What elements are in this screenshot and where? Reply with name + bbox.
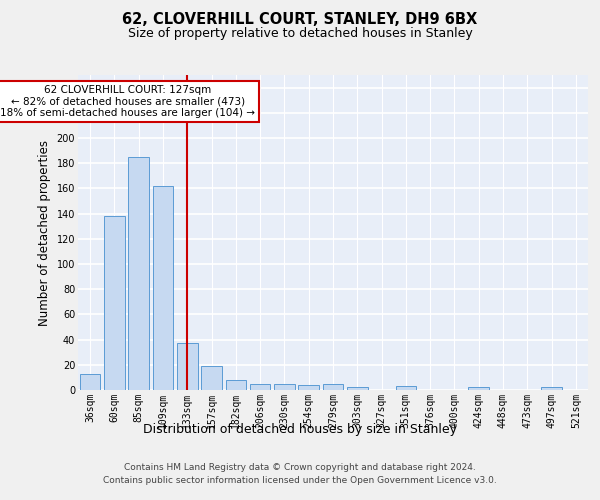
Bar [177, 344, 197, 390]
Bar [541, 388, 562, 390]
Text: Contains HM Land Registry data © Crown copyright and database right 2024.: Contains HM Land Registry data © Crown c… [124, 462, 476, 471]
Bar [152, 186, 173, 390]
Bar [80, 374, 100, 390]
Bar [347, 388, 368, 390]
Bar [201, 366, 222, 390]
Text: Distribution of detached houses by size in Stanley: Distribution of detached houses by size … [143, 422, 457, 436]
Bar [250, 384, 271, 390]
Bar [395, 386, 416, 390]
Text: 62, CLOVERHILL COURT, STANLEY, DH9 6BX: 62, CLOVERHILL COURT, STANLEY, DH9 6BX [122, 12, 478, 28]
Text: Size of property relative to detached houses in Stanley: Size of property relative to detached ho… [128, 28, 472, 40]
Text: Contains public sector information licensed under the Open Government Licence v3: Contains public sector information licen… [103, 476, 497, 485]
Y-axis label: Number of detached properties: Number of detached properties [38, 140, 51, 326]
Bar [226, 380, 246, 390]
Bar [128, 157, 149, 390]
Bar [274, 384, 295, 390]
Bar [104, 216, 125, 390]
Text: 62 CLOVERHILL COURT: 127sqm
← 82% of detached houses are smaller (473)
18% of se: 62 CLOVERHILL COURT: 127sqm ← 82% of det… [0, 85, 255, 118]
Bar [323, 384, 343, 390]
Bar [469, 388, 489, 390]
Bar [298, 385, 319, 390]
